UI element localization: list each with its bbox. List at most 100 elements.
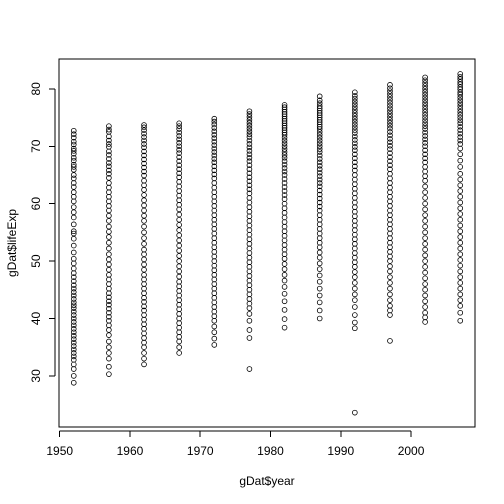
y-tick-label: 70 — [29, 139, 43, 153]
data-point — [141, 261, 147, 268]
data-point — [352, 264, 358, 270]
data-point — [176, 136, 182, 143]
data-point — [422, 100, 428, 107]
data-point — [141, 218, 147, 224]
data-point — [281, 316, 288, 322]
data-point — [246, 245, 253, 252]
data-point — [422, 269, 428, 276]
data-point — [141, 202, 147, 209]
data-point — [70, 242, 77, 249]
data-point — [457, 222, 464, 229]
data-point — [246, 170, 253, 177]
data-point — [316, 146, 323, 152]
data-point — [176, 123, 182, 129]
data-point — [281, 140, 288, 147]
data-point — [176, 202, 182, 208]
data-point — [246, 296, 253, 302]
data-point — [457, 137, 464, 144]
data-point — [457, 285, 464, 292]
data-point — [211, 212, 218, 218]
data-point — [316, 203, 323, 210]
data-point — [422, 164, 428, 170]
data-point — [422, 74, 428, 81]
data-point — [352, 259, 358, 266]
data-point — [246, 264, 253, 270]
data-point — [422, 111, 428, 118]
data-point — [211, 193, 218, 200]
data-point — [106, 123, 112, 129]
data-point — [246, 227, 253, 233]
data-point — [387, 119, 393, 126]
data-point — [422, 123, 428, 129]
data-point — [281, 307, 288, 313]
data-point — [422, 80, 428, 86]
data-point — [106, 148, 112, 155]
data-point — [246, 137, 253, 144]
data-point — [141, 168, 147, 175]
data-point — [70, 270, 77, 276]
data-point — [352, 130, 358, 136]
data-point — [387, 114, 393, 120]
data-point — [352, 176, 358, 183]
data-point — [106, 167, 112, 174]
data-point — [141, 223, 147, 230]
data-point — [422, 133, 428, 139]
data-point — [457, 205, 464, 212]
data-point — [176, 253, 182, 259]
data-point — [422, 189, 428, 195]
data-point — [422, 106, 428, 112]
data-point — [176, 140, 182, 146]
data-point — [316, 169, 323, 176]
data-point — [246, 166, 253, 173]
data-point — [106, 281, 112, 287]
data-point — [316, 195, 323, 202]
data-point — [457, 211, 464, 217]
data-point — [141, 152, 147, 159]
data-point — [106, 350, 112, 356]
data-point — [316, 299, 323, 306]
data-point — [246, 204, 253, 210]
data-point — [387, 85, 393, 92]
data-point — [70, 274, 77, 280]
data-point — [281, 214, 288, 221]
data-point — [281, 219, 288, 225]
data-point — [106, 305, 112, 312]
data-point — [106, 344, 112, 351]
data-point — [352, 121, 358, 128]
data-point — [387, 268, 393, 275]
data-point — [70, 346, 77, 353]
data-point — [106, 371, 112, 377]
data-point — [176, 329, 182, 336]
data-point — [211, 290, 218, 297]
data-point — [387, 142, 393, 149]
data-point — [106, 256, 112, 263]
data-point — [211, 285, 218, 292]
data-point — [211, 323, 218, 330]
data-point — [316, 230, 323, 237]
data-point — [141, 187, 147, 193]
data-point — [211, 281, 218, 287]
data-point — [70, 312, 77, 318]
data-point — [246, 250, 253, 256]
data-point — [70, 204, 77, 210]
data-point — [281, 277, 288, 284]
data-point — [141, 285, 147, 292]
data-point — [246, 122, 253, 129]
data-point — [246, 254, 253, 261]
data-point — [457, 234, 464, 240]
data-point — [246, 311, 253, 317]
data-point — [422, 177, 428, 184]
data-point — [211, 295, 218, 301]
data-point — [422, 114, 428, 121]
data-point — [387, 312, 393, 318]
data-point — [141, 321, 147, 328]
data-point — [457, 141, 464, 147]
data-point — [316, 134, 323, 141]
data-point — [176, 166, 182, 173]
data-point — [70, 292, 77, 299]
data-point — [211, 149, 218, 155]
data-point — [211, 308, 218, 315]
data-point — [457, 199, 464, 206]
data-point — [141, 272, 147, 278]
data-point — [141, 266, 147, 273]
